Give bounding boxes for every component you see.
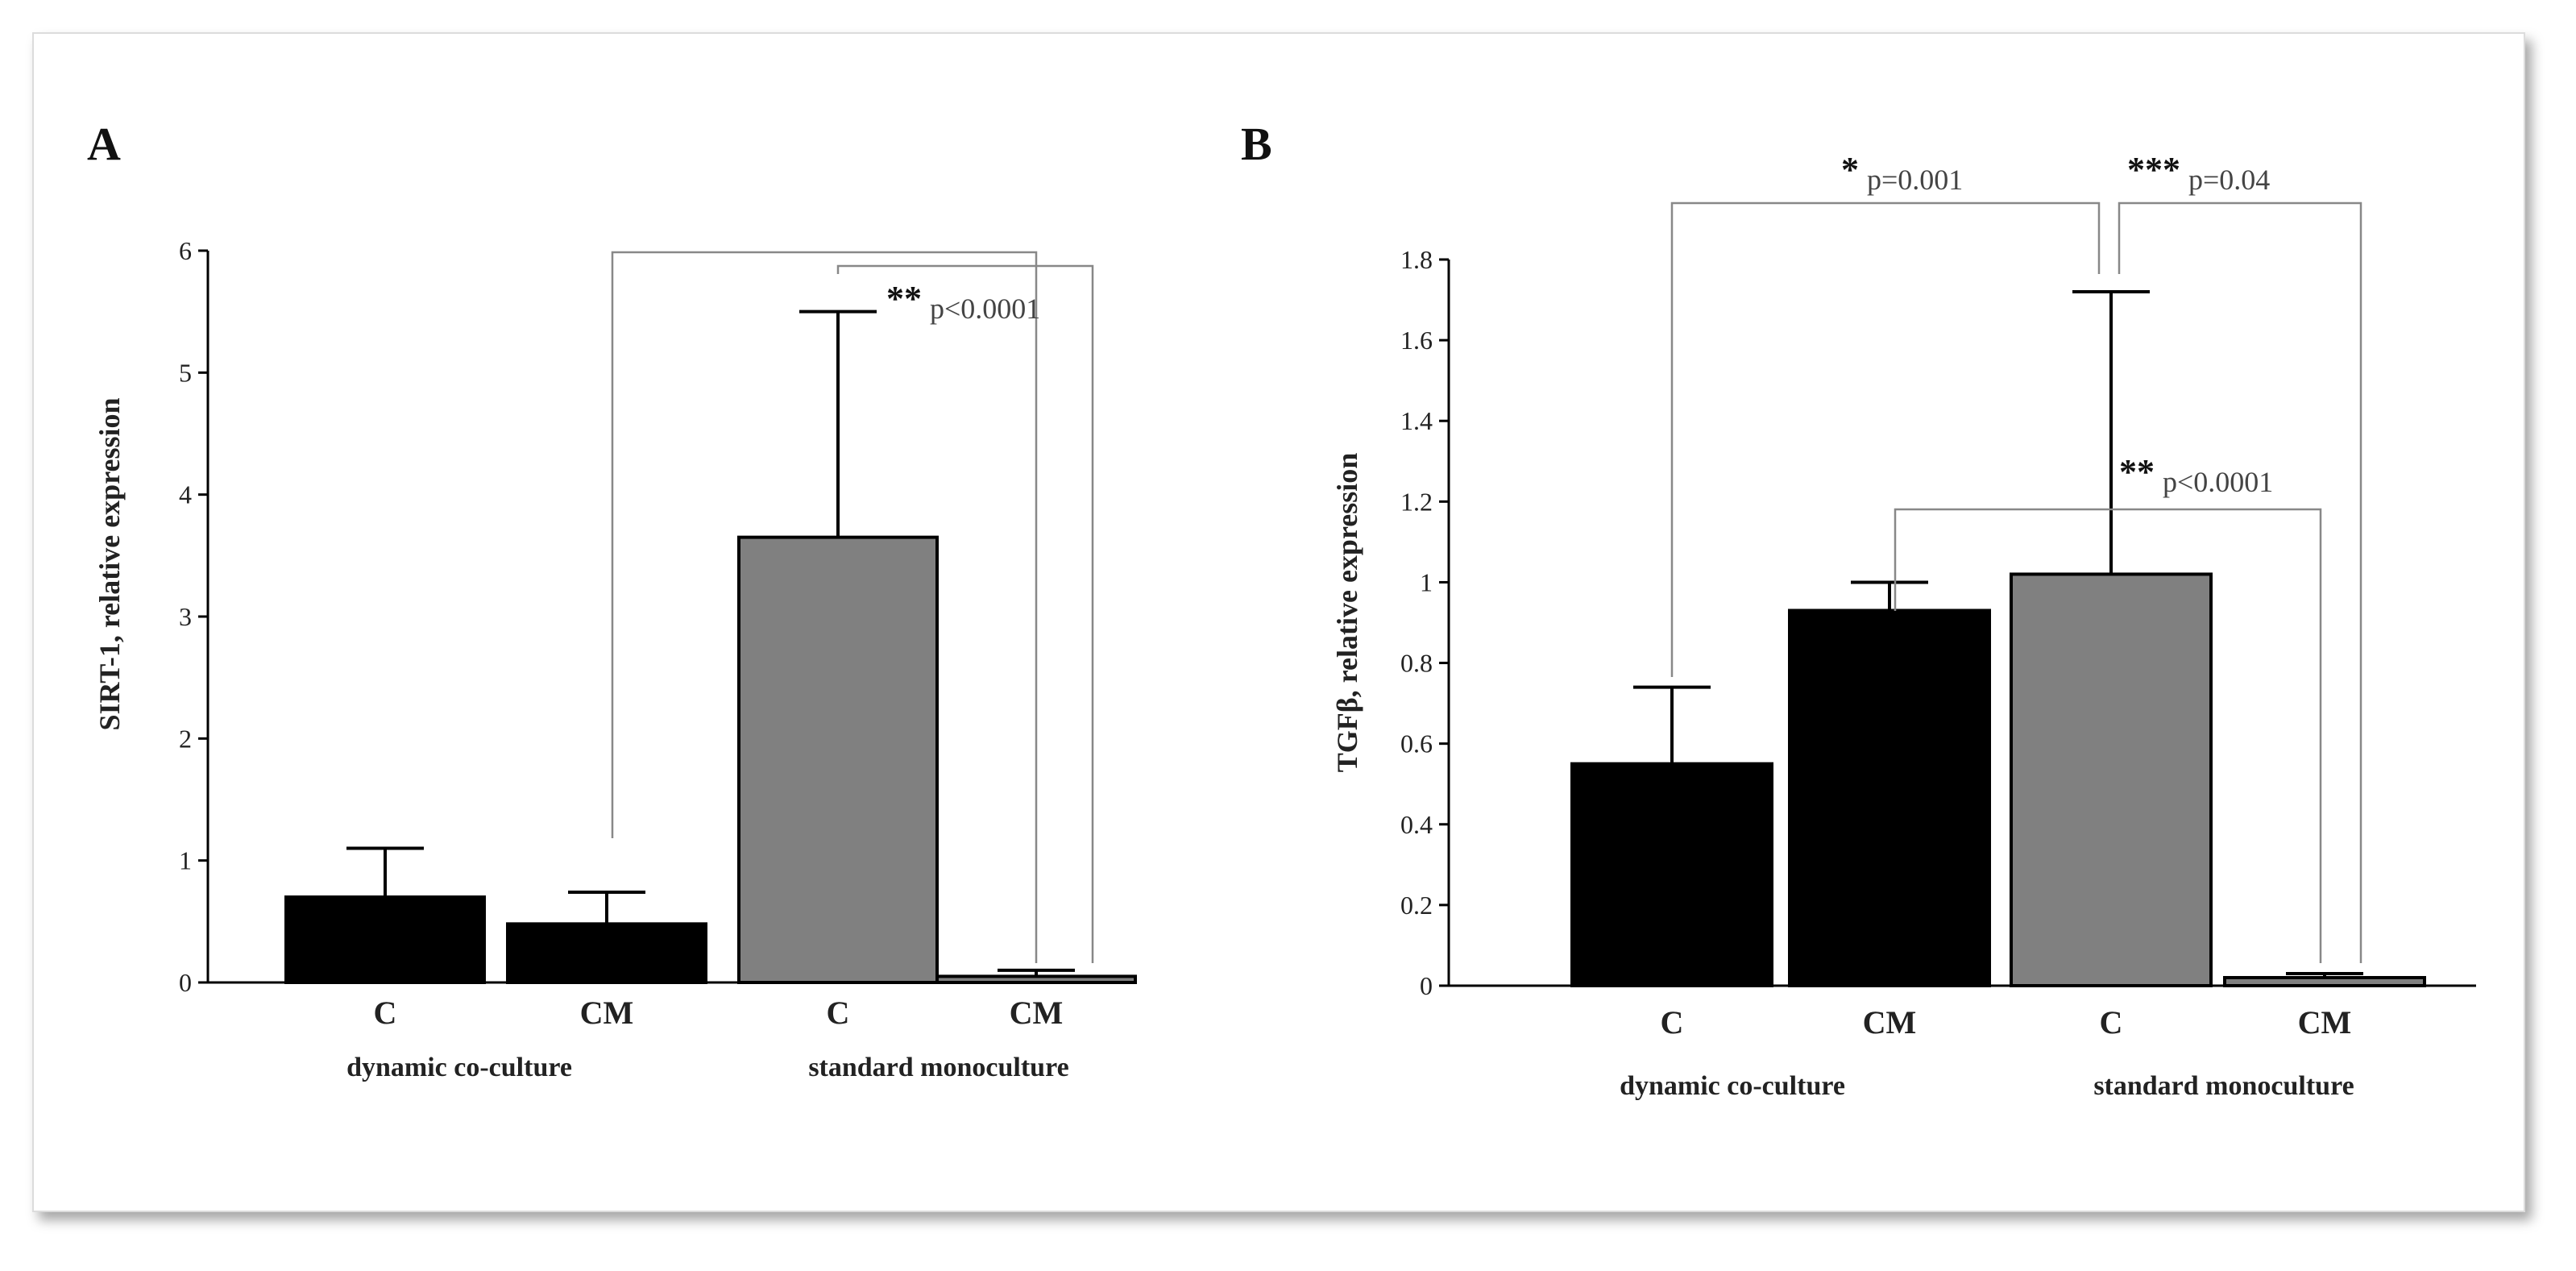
panel-a-category-label-3: CM xyxy=(1010,995,1064,1031)
panel-a-category-label-1: CM xyxy=(580,995,634,1031)
panel-a-category-label-0: C xyxy=(374,995,397,1031)
panel-a-y-tick-label-5: 5 xyxy=(179,358,192,387)
panel-b-category-label-0: C xyxy=(1661,1004,1684,1040)
panel-a-significance-bracket-0 xyxy=(611,251,1038,963)
panel-b-letter: B xyxy=(1241,118,1272,170)
panel-a-bar-2 xyxy=(737,535,939,984)
panel-b-category-label-1: CM xyxy=(1863,1004,1917,1040)
panel-a-group-label-standard: standard monoculture xyxy=(808,1053,1068,1082)
panel-b-significance-bracket-2 xyxy=(1894,508,2322,963)
panel-b-y-tick-label-6: 1.2 xyxy=(1400,487,1433,516)
panel-a-y-tick-label-6: 6 xyxy=(179,236,192,265)
panel-b-y-tick-label-5: 1 xyxy=(1420,567,1433,596)
panel-b-bar-0 xyxy=(1570,762,1773,987)
panel-b-y-tick-label-2: 0.4 xyxy=(1400,810,1433,839)
panel-b-category-label-3: CM xyxy=(2298,1004,2352,1040)
panel-b-y-tick-label-9: 1.8 xyxy=(1400,245,1433,274)
panel-b-bar-2 xyxy=(2010,572,2213,988)
panel-b: B TGFβ, relative expression dynamic co-c… xyxy=(1241,118,2476,1101)
panel-b-significance-label-0: * p=0.001 xyxy=(1841,150,1963,196)
panel-b-y-tick-label-4: 0.8 xyxy=(1400,649,1433,678)
panel-b-significance-bracket-0 xyxy=(1670,201,2101,677)
panel-b-significance-label-2: ** p<0.0001 xyxy=(2119,452,2273,498)
panel-a-significance-bracket-1 xyxy=(836,264,1094,963)
panel-a: A SIRT-1, relative expression dynamic co… xyxy=(87,118,1137,1082)
panel-b-y-tick-label-1: 0.2 xyxy=(1400,891,1433,920)
panel-a-y-tick-label-3: 3 xyxy=(179,602,192,631)
panel-a-y-tick-label-4: 4 xyxy=(179,480,192,509)
panel-b-y-tick-label-0: 0 xyxy=(1420,971,1433,1000)
panel-b-y-tick-label-7: 1.4 xyxy=(1400,406,1433,435)
panel-b-y-axis-label: TGFβ, relative expression xyxy=(1331,453,1363,773)
panel-b-bar-1 xyxy=(1788,609,1991,987)
panel-b-significance-bracket-1 xyxy=(2118,201,2362,963)
panel-a-y-tick-label-1: 1 xyxy=(179,846,192,875)
panel-b-significance-label-1: *** p=0.04 xyxy=(2127,150,2270,196)
panel-b-group-label-standard: standard monoculture xyxy=(2093,1071,2354,1101)
panel-a-y-axis-label: SIRT-1, relative expression xyxy=(93,397,126,730)
panel-a-y-tick-label-2: 2 xyxy=(179,724,192,753)
panel-b-y-tick-label-8: 1.6 xyxy=(1400,326,1433,355)
panel-b-bar-3 xyxy=(2223,975,2426,988)
panel-a-bar-1 xyxy=(506,922,707,984)
panel-a-bar-0 xyxy=(284,895,486,984)
panel-a-letter: A xyxy=(87,118,121,170)
panel-b-group-label-dynamic: dynamic co-culture xyxy=(1620,1071,1845,1101)
panel-a-category-label-2: C xyxy=(827,995,850,1031)
panel-a-significance-label-1: ** p<0.0001 xyxy=(886,279,1040,325)
panel-b-y-tick-label-3: 0.6 xyxy=(1400,729,1433,758)
panel-a-y-tick-label-0: 0 xyxy=(179,968,192,997)
panel-a-group-label-dynamic: dynamic co-culture xyxy=(346,1053,572,1082)
panel-b-category-label-2: C xyxy=(2100,1004,2123,1040)
panel-a-bar-3 xyxy=(935,974,1137,985)
